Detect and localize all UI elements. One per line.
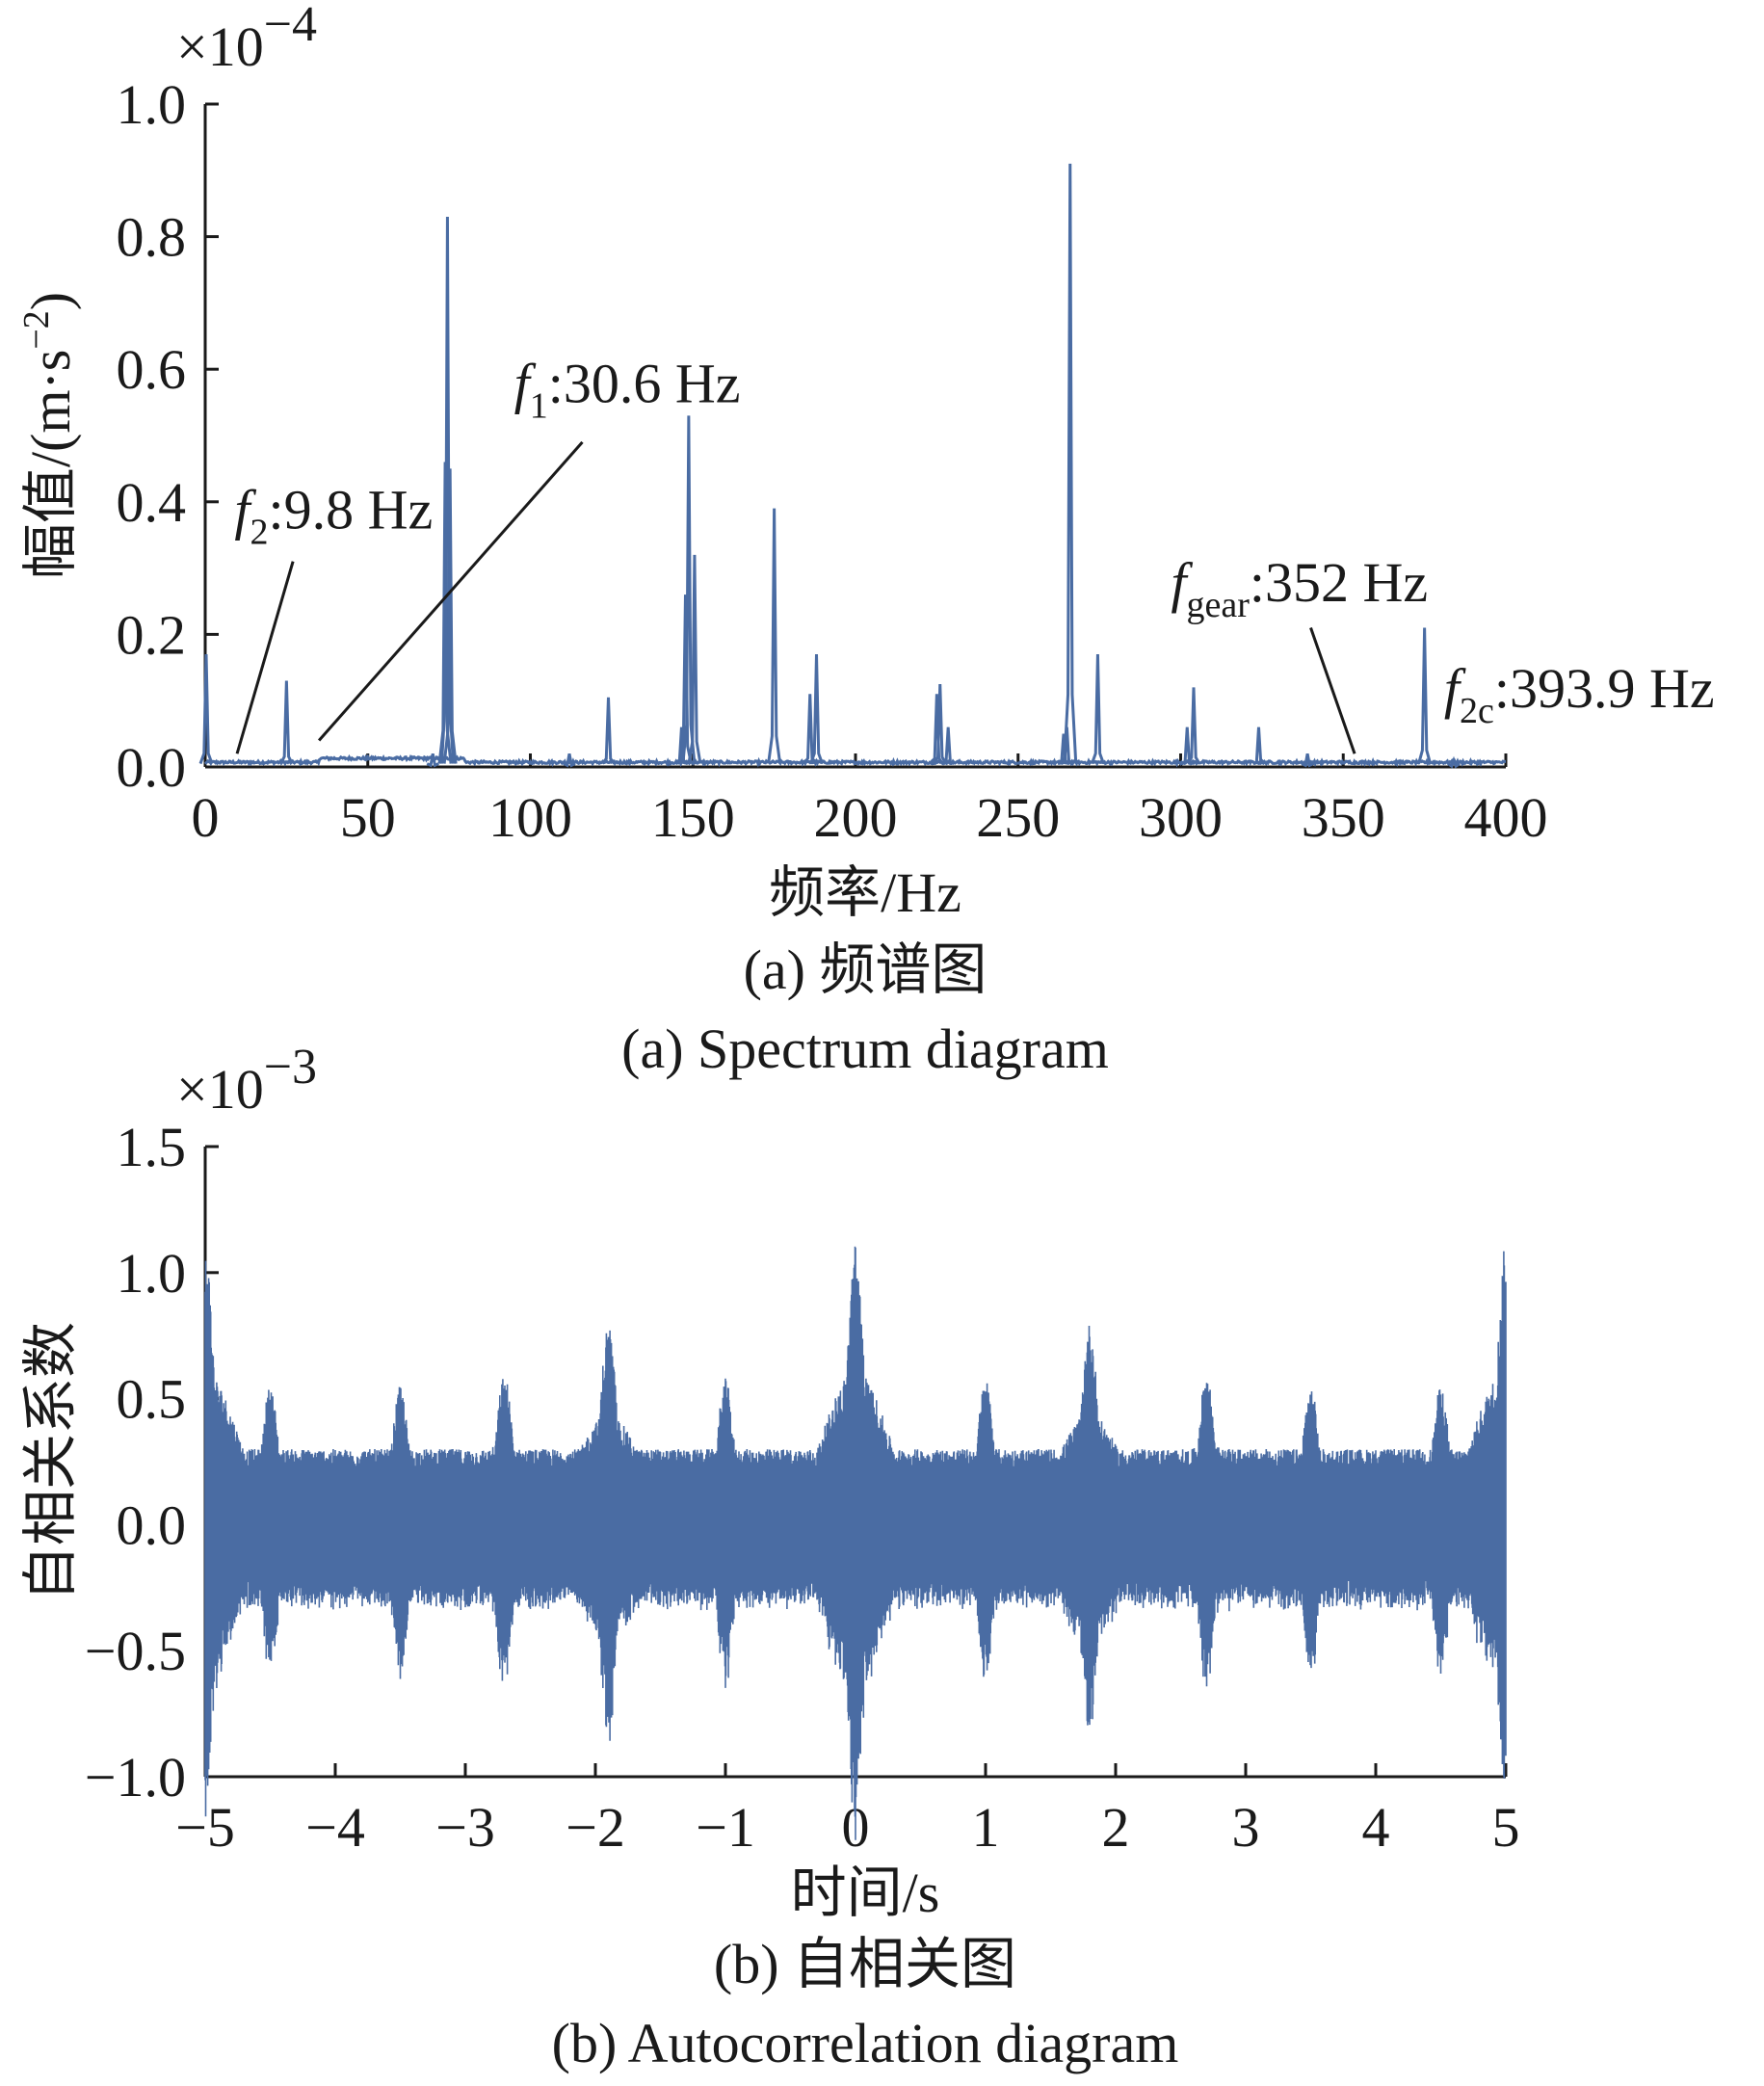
annotation-value: :352 Hz (1250, 551, 1428, 614)
autocorr-x-axis-label: 时间/s (791, 1862, 940, 1924)
autocorr-y-multiplier: ×10−3 (176, 1040, 317, 1121)
spectrum-peak (601, 697, 616, 765)
spectrum-peak (1180, 726, 1194, 765)
autocorr-x-tick-label: 5 (1492, 1796, 1520, 1859)
spectrum-peak (1057, 733, 1070, 766)
annotation-value: :9.8 Hz (269, 478, 434, 541)
spectrum-caption-cn: (a) 频谱图 (744, 938, 987, 1001)
autocorr-y-tick-label: −1.0 (85, 1746, 186, 1809)
spectrum-y-label-close: ) (19, 292, 82, 310)
autocorrelation-core-band (205, 1494, 1506, 1555)
spectrum-x-tick-label: 300 (1139, 786, 1223, 849)
spectrum-peak (678, 594, 693, 764)
spectrum-y-tick-label: 0.0 (117, 736, 187, 799)
autocorr-x-tick-label: −2 (566, 1796, 625, 1859)
autocorr-x-tick-label: 1 (972, 1796, 1000, 1859)
autocorr-y-tick-label: 1.5 (117, 1116, 187, 1178)
spectrum-peak (1091, 654, 1105, 765)
spectrum-peak (1063, 163, 1078, 764)
annotation-subscript: gear (1187, 585, 1251, 625)
annotation-subscript: 1 (530, 386, 548, 427)
autocorr-x-tick-label: −4 (305, 1796, 365, 1859)
spectrum-y-tick-label: 1.0 (117, 73, 187, 136)
annotation-leader-line (235, 561, 295, 754)
spectrum-x-tick-label: 350 (1302, 786, 1385, 849)
spectrum-peak (442, 468, 458, 764)
spectrum-peak (767, 508, 782, 764)
autocorr-x-tick-label: 4 (1362, 1796, 1390, 1859)
spectrum-y-tick-label: 0.4 (117, 471, 187, 534)
spectrum-y-label-text: 幅值/(m·s (19, 350, 82, 579)
spectrum-peak (687, 554, 702, 764)
spectrum-annotations: f2:9.8 Hz f1:30.6 Hz fgear:352 Hzf2c:393.9… (234, 353, 1715, 754)
spectrum-caption-en: (a) Spectrum diagram (621, 1017, 1109, 1080)
spectrum-x-tick-label: 400 (1464, 786, 1548, 849)
spectrum-peak (1186, 687, 1201, 765)
annotation-label: f1:30.6 Hz (514, 353, 741, 427)
spectrum-x-axis-label: 频率/Hz (769, 861, 961, 924)
spectrum-peak (674, 726, 688, 765)
spectrum-peak (426, 753, 439, 768)
annotation-label: fgear:352 Hz (1171, 551, 1428, 625)
spectrum-y-tick-label: 0.2 (117, 603, 187, 666)
spectrum-x-tick-label: 150 (651, 786, 735, 849)
spectrum-peak (1251, 726, 1266, 765)
annotation-leader-line (318, 440, 584, 742)
autocorr-x-tick-label: 2 (1102, 1796, 1130, 1859)
annotation-label: f2:9.8 Hz (234, 478, 433, 552)
autocorr-y-tick-label: 0.0 (117, 1493, 187, 1556)
spectrum-peak (809, 654, 824, 765)
autocorr-y-multiplier-exponent: −3 (264, 1040, 317, 1095)
autocorr-axes: −5 −4 −3 −2 −1 0 1 2 3 4 5−1.0−0.50.00.51.01.5×10−… (85, 1040, 1520, 1859)
autocorr-x-tick-label: −3 (435, 1796, 495, 1859)
annotation-leader-line (1309, 627, 1356, 754)
spectrum-y-tick-label: 0.6 (117, 338, 187, 401)
spectrum-peak (279, 680, 294, 765)
spectrum-noise-floor (203, 753, 1506, 768)
autocorr-caption-cn: (b) 自相关图 (714, 1933, 1016, 1995)
spectrum-y-axis-label: 幅值/(m·s−2) (16, 292, 82, 579)
spectrum-axes: 0 50 100 150 200 250 300 350 400 0.0 0.2 0.4 0.6 0.8 1… (117, 0, 1548, 849)
spectrum-y-multiplier: ×10−4 (176, 0, 317, 78)
spectrum-peak (1447, 755, 1461, 769)
annotation-subscript: 2 (250, 512, 269, 552)
annotation-label: f2c:393.9 Hz (1444, 657, 1715, 731)
autocorr-x-tick-label: 3 (1232, 1796, 1260, 1859)
spectrum-x-tick-label: 100 (488, 786, 572, 849)
spectrum-x-tick-label: 50 (340, 786, 396, 849)
spectrum-peak (563, 753, 576, 768)
spectrum-peak (933, 683, 948, 765)
spectrum-peaks (198, 163, 1461, 769)
spectrum-y-tick-label: 0.8 (117, 206, 187, 269)
autocorr-y-tick-label: 0.5 (117, 1368, 187, 1431)
spectrum-peak (1301, 753, 1314, 768)
spectrum-x-tick-label: 250 (976, 786, 1060, 849)
spectrum-y-label-sup: −2 (16, 310, 57, 349)
annotation-subscript: 2c (1460, 691, 1494, 731)
autocorr-x-tick-label: −1 (696, 1796, 755, 1859)
spectrum-peak (941, 726, 955, 765)
autocorr-y-tick-label: −0.5 (85, 1620, 186, 1682)
spectrum-x-tick-label: 200 (814, 786, 898, 849)
autocorr-y-axis-label: 自相关系数 (19, 1322, 82, 1601)
annotation-value: :393.9 Hz (1494, 657, 1715, 720)
spectrum-x-tick-label: 0 (192, 786, 220, 849)
annotation-value: :30.6 Hz (548, 353, 741, 415)
spectrum-peak (1417, 627, 1433, 764)
autocorr-caption-en: (b) Autocorrelation diagram (552, 2012, 1179, 2074)
spectrum-peak (930, 694, 944, 765)
autocorr-y-tick-label: 1.0 (117, 1242, 187, 1305)
spectrum-peak (198, 654, 214, 765)
spectrum-y-multiplier-exponent: −4 (264, 0, 317, 52)
